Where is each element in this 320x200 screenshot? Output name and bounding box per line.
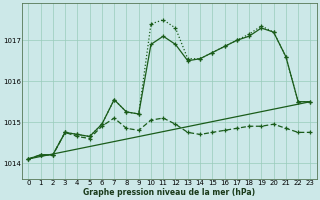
X-axis label: Graphe pression niveau de la mer (hPa): Graphe pression niveau de la mer (hPa) — [83, 188, 255, 197]
